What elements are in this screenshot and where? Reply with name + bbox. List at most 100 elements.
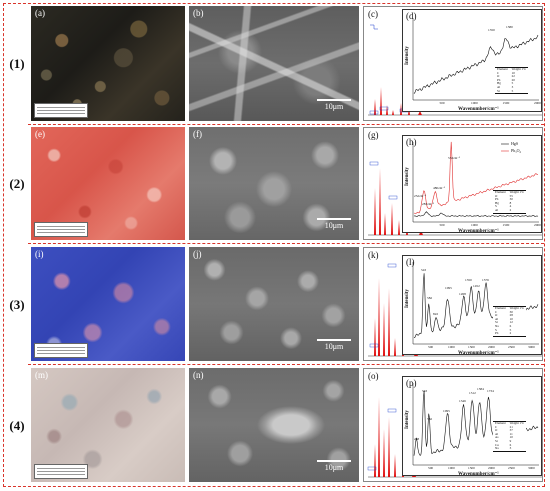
peak-label: 1584 xyxy=(477,387,484,391)
x-tick-label: 1000 xyxy=(448,345,455,349)
table-cell: Al xyxy=(495,431,499,436)
table-cell: Hg xyxy=(495,200,499,205)
panel-label: (l) xyxy=(406,257,415,267)
table-cell: C xyxy=(495,424,498,429)
table-row: O 28 xyxy=(493,314,526,318)
table-cell: 11 xyxy=(509,431,513,436)
table-cell: O xyxy=(495,193,498,198)
peak-label: 1095 xyxy=(445,286,452,290)
peak-label: 553cm⁻¹ xyxy=(448,156,461,160)
panel-label: (j) xyxy=(193,249,202,259)
peak-label: 1350 xyxy=(488,28,495,32)
sem-image-n: (n) 10μm xyxy=(189,368,359,482)
table-header-row: Element Weight 1% xyxy=(493,306,526,311)
table-header-cell: Element xyxy=(495,190,506,194)
microscope-info-box xyxy=(34,103,88,118)
table-header-row: Element Weight 1% xyxy=(493,190,526,195)
eds-plot xyxy=(367,397,542,478)
panel-label: (e) xyxy=(35,129,45,139)
x-tick-label: 1500 xyxy=(502,101,510,105)
table-cell: Na xyxy=(495,323,499,328)
table-cell: Al xyxy=(497,84,501,89)
table-cell: Al xyxy=(495,207,499,212)
table-row: Si 12 xyxy=(493,321,526,325)
table-cell: Pb xyxy=(495,197,499,202)
sem-image-f: (f) 10μm xyxy=(189,127,359,240)
raman-inset-d: (d) Intensity Wavenumber/cm⁻¹ 1350 1580 … xyxy=(402,9,542,112)
peak-label: 1452 xyxy=(473,284,480,288)
table-row: C 21 xyxy=(493,424,526,430)
table-cell: 2 xyxy=(509,207,512,212)
x-tick-label: 2000 xyxy=(488,466,495,470)
eds-plot xyxy=(368,161,542,236)
x-axis-label: Wavenumber/cm⁻¹ xyxy=(458,229,499,234)
table-cell: 5 xyxy=(511,88,514,93)
table-row: Na 3 xyxy=(493,447,526,451)
table-row: O 55 xyxy=(493,193,526,199)
table-cell: Hg xyxy=(497,81,501,86)
table-cell: 21 xyxy=(509,424,513,429)
peak-label: 822 xyxy=(433,312,439,316)
peak-label: 582 xyxy=(427,296,433,300)
x-tick-label: 500 xyxy=(428,345,434,349)
x-tick-label: 1000 xyxy=(448,466,455,470)
peak-label: 1350 xyxy=(465,278,472,282)
peak-label: 252cm⁻¹ xyxy=(414,194,427,198)
table-cell: 10 xyxy=(509,316,513,321)
table-cell: 5 xyxy=(511,81,514,86)
x-tick-label: 3000 xyxy=(528,345,535,349)
table-cell: Si xyxy=(495,438,498,443)
element-table: Element Weight 1% C 10 O 22 Pb 20 Hg 5 Al 3 Si 5 xyxy=(495,67,528,95)
table-row: Al 3 xyxy=(495,84,528,90)
sem-image-j: (j) 10μm xyxy=(189,247,359,361)
peak-label: 283cm⁻¹ xyxy=(422,202,435,206)
raman-plot-d xyxy=(412,18,539,101)
table-row: Si 9 xyxy=(493,438,526,444)
panel-label: (m) xyxy=(35,370,48,380)
panel-label: (o) xyxy=(368,371,379,381)
scale-bar: 10μm xyxy=(317,339,351,351)
row-divider xyxy=(28,243,544,244)
peak-label: 1580 xyxy=(506,25,513,29)
table-row: O 22 xyxy=(495,75,528,79)
optical-image-i: (i) xyxy=(31,247,185,361)
table-header-row: Element Weight 1% xyxy=(493,421,526,426)
table-cell: C xyxy=(495,309,498,314)
table-cell: O xyxy=(495,313,498,318)
table-row: O 37 xyxy=(493,429,526,433)
table-cell: 37 xyxy=(509,428,513,433)
peak-label: 582 xyxy=(427,417,433,421)
table-cell: Pb xyxy=(497,77,501,82)
sem-image-b: (b) 10μm xyxy=(189,6,359,121)
y-axis-label: Intensity xyxy=(405,289,410,308)
panel-label: (k) xyxy=(368,250,379,260)
microscope-info-box xyxy=(34,222,88,237)
row-divider xyxy=(28,124,544,125)
row-label: (3) xyxy=(9,297,25,312)
x-tick-label: 2000 xyxy=(534,223,541,227)
table-cell: 30 xyxy=(509,197,513,202)
table-row: Hg 8 xyxy=(493,200,526,206)
table-cell: S xyxy=(495,327,497,332)
table-cell: S xyxy=(495,204,497,209)
panel-label: (d) xyxy=(406,11,417,21)
table-cell: Pb xyxy=(495,331,499,336)
table-row: Na 6 xyxy=(493,323,526,329)
x-tick-label: 1500 xyxy=(468,466,475,470)
y-axis-label: Intensity xyxy=(405,410,410,429)
eds-plot xyxy=(368,263,542,357)
table-header-cell: Weight 1% xyxy=(509,306,524,310)
y-axis-label: Intensity xyxy=(405,46,410,65)
optical-image-e: (e) xyxy=(31,127,185,240)
x-tick-label: 500 xyxy=(439,101,445,105)
table-row: C 10 xyxy=(495,71,528,76)
peak-label: 258 xyxy=(414,437,420,441)
microscope-info-box xyxy=(34,343,88,358)
peak-label: 1576 xyxy=(482,278,489,282)
panel-label: (i) xyxy=(35,249,44,259)
table-cell: Si xyxy=(497,88,500,93)
table-cell: 2 xyxy=(509,331,512,336)
table-cell: 6 xyxy=(509,442,512,447)
table-header-cell: Element xyxy=(497,67,508,71)
